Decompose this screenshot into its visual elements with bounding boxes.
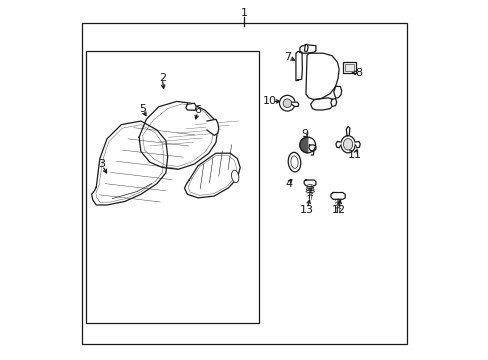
Ellipse shape	[287, 152, 300, 172]
Bar	[85, 51, 258, 323]
Text: 8: 8	[354, 68, 362, 78]
Polygon shape	[91, 121, 167, 205]
Ellipse shape	[231, 170, 239, 183]
Ellipse shape	[305, 190, 314, 193]
Text: 11: 11	[347, 150, 362, 160]
Polygon shape	[310, 98, 331, 110]
Polygon shape	[139, 102, 217, 169]
Ellipse shape	[290, 156, 298, 168]
Text: 7: 7	[283, 52, 290, 62]
Polygon shape	[335, 141, 340, 148]
Polygon shape	[295, 51, 302, 81]
Text: 1: 1	[241, 8, 247, 18]
Ellipse shape	[306, 186, 313, 189]
Polygon shape	[304, 180, 315, 186]
Text: 10: 10	[262, 96, 276, 107]
Polygon shape	[185, 103, 196, 111]
Ellipse shape	[305, 188, 313, 190]
Polygon shape	[346, 126, 349, 136]
Text: 4: 4	[285, 179, 292, 189]
Polygon shape	[299, 45, 315, 53]
Text: 13: 13	[300, 205, 313, 215]
Circle shape	[279, 95, 295, 111]
FancyBboxPatch shape	[342, 62, 356, 73]
Polygon shape	[311, 151, 313, 155]
Text: 2: 2	[159, 73, 165, 83]
Polygon shape	[308, 145, 315, 151]
Text: 9: 9	[301, 129, 308, 139]
Polygon shape	[304, 44, 307, 52]
Polygon shape	[206, 119, 218, 135]
Polygon shape	[305, 53, 339, 100]
Text: 6: 6	[194, 105, 201, 115]
Polygon shape	[333, 86, 341, 98]
Text: 3: 3	[98, 159, 105, 169]
Ellipse shape	[306, 185, 313, 187]
Ellipse shape	[343, 139, 352, 150]
Ellipse shape	[340, 136, 354, 153]
Polygon shape	[330, 193, 345, 199]
Text: 12: 12	[331, 205, 346, 215]
Polygon shape	[299, 137, 307, 153]
Text: 5: 5	[139, 104, 146, 113]
Circle shape	[283, 99, 291, 108]
Polygon shape	[291, 102, 298, 107]
Polygon shape	[354, 141, 360, 148]
Polygon shape	[184, 153, 240, 198]
Bar	[344, 64, 353, 71]
Polygon shape	[330, 99, 336, 107]
